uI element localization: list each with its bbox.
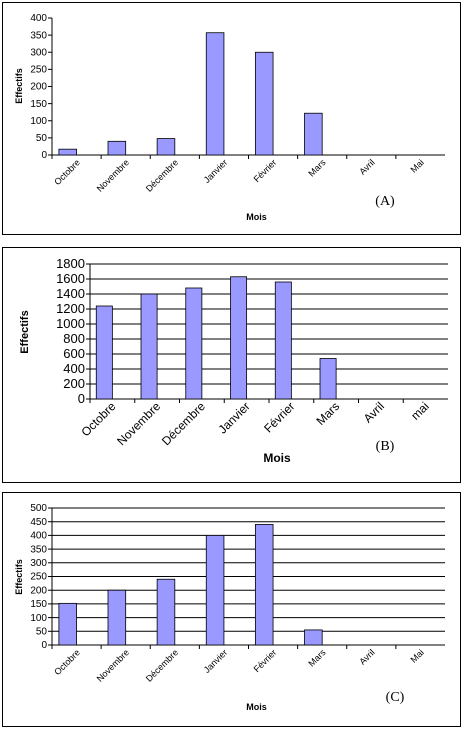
- bar: [58, 602, 77, 646]
- y-tick-label: 200: [63, 376, 85, 391]
- bar: [140, 293, 158, 400]
- bar: [304, 112, 323, 156]
- y-tick-label: 250: [30, 65, 47, 76]
- x-tick-label: Décembre: [159, 399, 208, 448]
- bar: [304, 629, 323, 646]
- y-axis-label: Effectifs: [14, 68, 24, 104]
- bar: [319, 358, 337, 400]
- bar: [185, 287, 203, 400]
- y-tick-label: 200: [30, 82, 47, 93]
- bar: [156, 578, 176, 646]
- x-tick-label: Janvier: [202, 647, 230, 675]
- bar: [156, 138, 176, 156]
- y-tick-label: 350: [30, 30, 47, 41]
- y-tick-label: 350: [30, 544, 47, 555]
- x-tick-label: mai: [408, 399, 432, 423]
- x-tick-label: Février: [261, 399, 297, 435]
- annotation: (A): [375, 194, 395, 209]
- y-tick-label: 100: [30, 613, 47, 624]
- x-tick-label: Mars: [306, 647, 328, 669]
- x-tick-label: Avril: [357, 647, 376, 666]
- bar: [254, 51, 274, 156]
- y-tick-label: 50: [36, 133, 48, 144]
- x-tick-label: Mai: [409, 647, 426, 664]
- y-tick-label: 400: [30, 13, 47, 24]
- y-tick-label: 50: [36, 626, 48, 637]
- bar: [254, 524, 274, 646]
- y-tick-label: 1200: [56, 301, 85, 316]
- x-tick-label: Octobre: [52, 157, 82, 187]
- bar: [205, 32, 225, 156]
- bar: [274, 281, 292, 400]
- panel-frame: [2, 247, 461, 483]
- panel-frame: [2, 2, 461, 235]
- y-tick-label: 1600: [56, 271, 85, 286]
- x-tick-label: Décembre: [144, 647, 180, 683]
- annotation: (C): [386, 690, 405, 705]
- y-tick-label: 400: [30, 531, 47, 542]
- y-tick-label: 0: [41, 640, 47, 651]
- bar: [58, 148, 77, 156]
- x-tick-label: Mars: [313, 399, 342, 428]
- x-axis-label: Mois: [246, 702, 267, 712]
- x-axis-label: Mois: [246, 212, 267, 222]
- x-tick-label: Avril: [361, 399, 387, 425]
- y-tick-label: 0: [41, 150, 47, 161]
- x-tick-label: Novembre: [114, 399, 163, 448]
- y-tick-label: 1400: [56, 286, 85, 301]
- bar: [230, 276, 248, 400]
- y-tick-label: 250: [30, 572, 47, 583]
- y-tick-label: 300: [30, 558, 47, 569]
- panel-frame: [2, 492, 461, 727]
- y-tick-label: 0: [78, 391, 85, 406]
- y-tick-label: 1000: [56, 316, 85, 331]
- x-tick-label: Février: [252, 157, 279, 184]
- x-tick-label: Décembre: [144, 157, 180, 193]
- x-tick-label: Avril: [357, 157, 376, 176]
- x-tick-label: Novembre: [95, 157, 131, 193]
- bar: [95, 305, 113, 400]
- y-tick-label: 450: [30, 517, 47, 528]
- y-tick-label: 500: [30, 503, 47, 514]
- y-axis-label: Effectifs: [19, 310, 31, 353]
- y-axis-label: Effectifs: [14, 559, 24, 595]
- y-tick-label: 800: [63, 331, 85, 346]
- y-tick-label: 200: [30, 585, 47, 596]
- y-tick-label: 400: [63, 361, 85, 376]
- y-tick-label: 150: [30, 599, 47, 610]
- bar: [205, 535, 225, 646]
- x-tick-label: Janvier: [202, 157, 230, 185]
- y-tick-label: 600: [63, 346, 85, 361]
- bar: [107, 589, 127, 646]
- bar: [107, 140, 127, 156]
- x-tick-label: Octobre: [52, 647, 82, 677]
- x-tick-label: Février: [252, 647, 279, 674]
- x-tick-label: Mai: [409, 157, 426, 174]
- x-tick-label: Mars: [306, 157, 328, 179]
- x-tick-label: Novembre: [95, 647, 131, 683]
- y-tick-label: 150: [30, 99, 47, 110]
- y-tick-label: 100: [30, 116, 47, 127]
- y-tick-label: 1800: [56, 256, 85, 271]
- x-axis-label: Mois: [263, 451, 291, 465]
- x-tick-label: Janvier: [215, 399, 252, 436]
- annotation: (B): [376, 439, 395, 454]
- y-tick-label: 300: [30, 47, 47, 58]
